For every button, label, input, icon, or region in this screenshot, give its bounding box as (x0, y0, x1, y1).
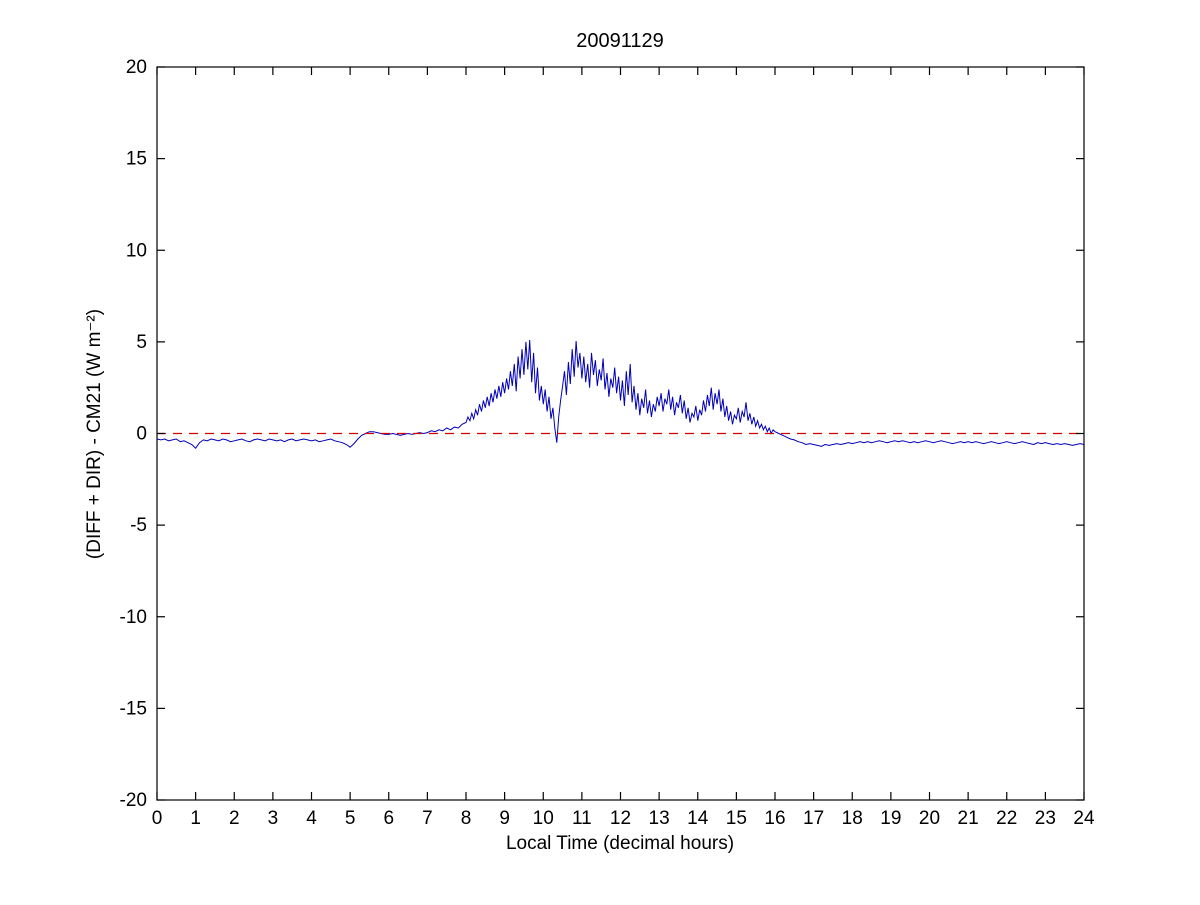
x-tick-label: 23 (1035, 808, 1056, 829)
y-tick-label: -20 (120, 790, 147, 811)
x-tick-label: 10 (533, 808, 554, 829)
x-tick-label: 22 (996, 808, 1017, 829)
x-tick-label: 12 (610, 808, 631, 829)
data-series-line (156, 339, 1085, 449)
x-tick-label: 2 (229, 808, 240, 829)
y-tick-label: 0 (136, 424, 147, 445)
plot-area: 0 1 2 3 4 5 6 7 8 9 10 11 12 13 14 15 16 17 18 19 20 21 22 23 24… (120, 57, 1095, 829)
x-tick-label: 0 (152, 808, 163, 829)
y-tick-label: 5 (136, 332, 147, 353)
chart-title: 20091129 (576, 30, 664, 52)
x-tick-label: 14 (687, 808, 709, 829)
x-tick-label: 24 (1073, 808, 1095, 829)
x-tick-label: 1 (190, 808, 201, 829)
x-tick-label: 18 (842, 808, 863, 829)
x-tick-label: 20 (919, 808, 940, 829)
x-tick-label: 21 (958, 808, 979, 829)
x-tick-label: 3 (268, 808, 279, 829)
y-tick-label: 20 (126, 57, 147, 78)
y-tick-label: -10 (120, 607, 147, 628)
y-axis-label: (DIFF + DIR) - CM21 (W m⁻²) (84, 309, 105, 559)
x-tick-label: 17 (803, 808, 824, 829)
x-tick-label: 15 (726, 808, 747, 829)
x-axis-label: Local Time (decimal hours) (506, 833, 734, 854)
y-tick-label: 10 (126, 240, 147, 261)
x-tick-label: 9 (499, 808, 510, 829)
y-tick-label: -15 (120, 698, 147, 719)
y-tick-label: 15 (126, 149, 147, 170)
x-tick-label: 6 (383, 808, 394, 829)
x-tick-label: 19 (880, 808, 901, 829)
x-tick-label: 11 (572, 808, 592, 829)
x-tick-label: 4 (306, 808, 317, 829)
x-tick-label: 5 (345, 808, 356, 829)
y-tick-label: -5 (130, 515, 147, 536)
x-tick-label: 8 (461, 808, 472, 829)
x-tick-label: 13 (649, 808, 670, 829)
x-tick-label: 7 (422, 808, 433, 829)
x-tick-label: 16 (764, 808, 785, 829)
